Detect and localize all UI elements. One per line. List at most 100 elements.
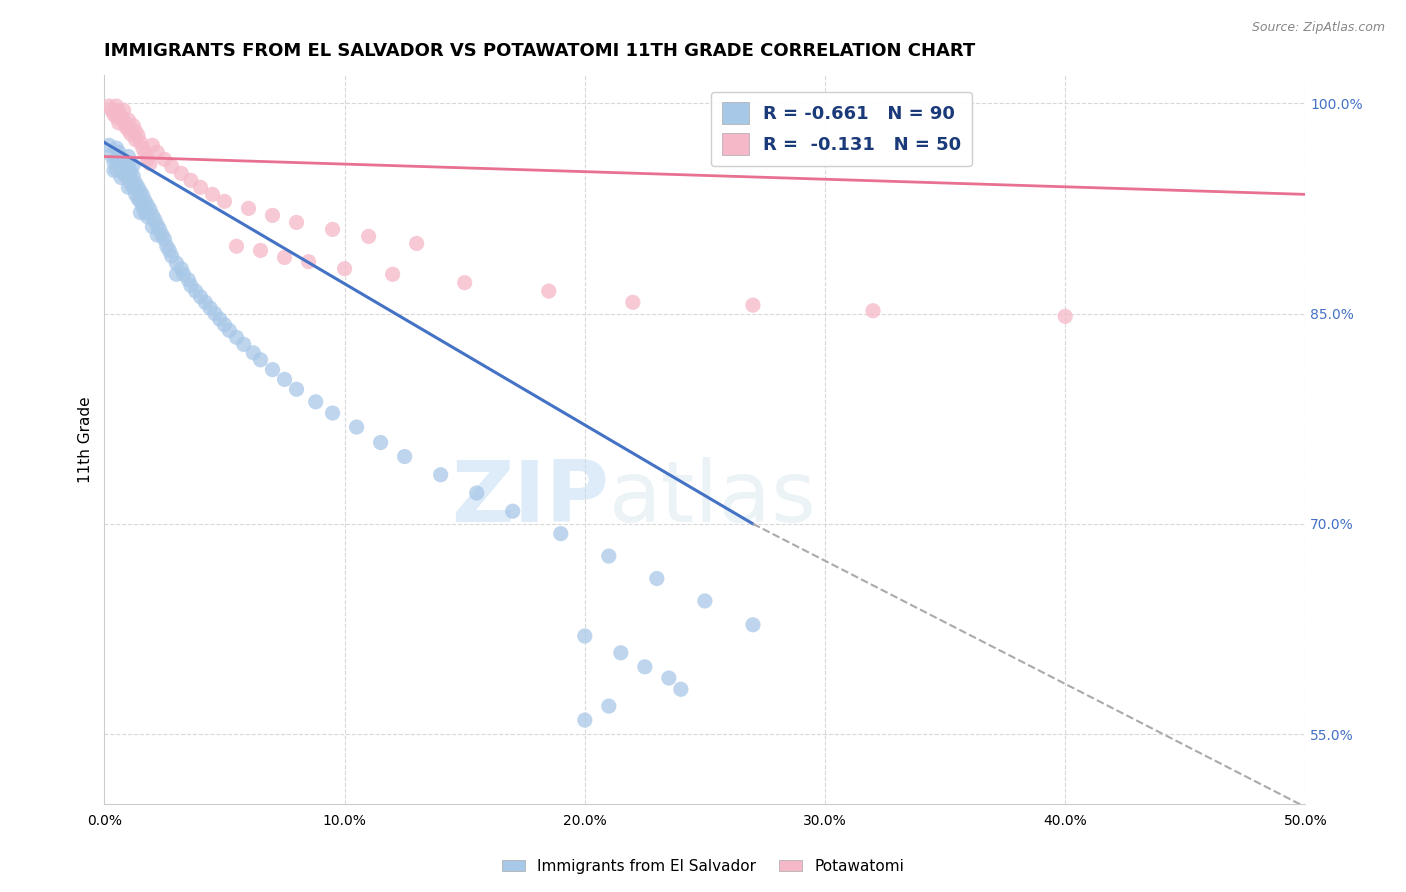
Point <box>225 330 247 344</box>
Point <box>146 145 169 160</box>
Point <box>370 435 392 450</box>
Point <box>429 467 451 482</box>
Point <box>204 306 226 320</box>
Point <box>502 504 524 518</box>
Point <box>297 254 319 268</box>
Point <box>110 151 132 165</box>
Point <box>693 594 716 608</box>
Point <box>165 256 187 270</box>
Point <box>122 119 145 133</box>
Point <box>122 180 145 194</box>
Point <box>190 180 212 194</box>
Point <box>120 127 142 141</box>
Point <box>124 187 146 202</box>
Point <box>110 170 132 185</box>
Point <box>132 141 155 155</box>
Text: Source: ZipAtlas.com: Source: ZipAtlas.com <box>1251 21 1385 34</box>
Point <box>214 194 236 209</box>
Point <box>249 352 271 367</box>
Point <box>127 192 149 206</box>
Point <box>742 617 765 632</box>
Point <box>160 159 183 173</box>
Point <box>170 166 193 180</box>
Point <box>149 222 172 236</box>
Point <box>134 146 156 161</box>
Point <box>550 526 572 541</box>
Point <box>129 194 152 209</box>
Point <box>157 244 180 258</box>
Point <box>124 133 146 147</box>
Point <box>120 165 142 179</box>
Point <box>214 318 236 332</box>
Point <box>262 362 284 376</box>
Point <box>105 110 128 124</box>
Point <box>132 200 155 214</box>
Point <box>141 208 163 222</box>
Text: IMMIGRANTS FROM EL SALVADOR VS POTAWATOMI 11TH GRADE CORRELATION CHART: IMMIGRANTS FROM EL SALVADOR VS POTAWATOM… <box>104 42 976 60</box>
Point <box>105 99 128 113</box>
Point <box>107 156 129 170</box>
Point <box>141 138 163 153</box>
Point <box>454 276 477 290</box>
Point <box>115 120 138 134</box>
Point <box>103 107 125 121</box>
Point <box>201 187 224 202</box>
Point <box>110 161 132 175</box>
Point <box>146 218 169 232</box>
Point <box>112 103 135 118</box>
Point <box>357 229 380 244</box>
Point <box>120 176 142 190</box>
Point <box>110 110 132 124</box>
Point <box>273 251 295 265</box>
Point <box>394 450 416 464</box>
Point <box>105 162 128 177</box>
Point <box>107 145 129 160</box>
Point <box>129 185 152 199</box>
Point <box>537 284 560 298</box>
Point <box>598 549 620 563</box>
Point <box>107 104 129 119</box>
Point <box>139 156 162 170</box>
Point <box>141 219 163 234</box>
Point <box>117 113 139 128</box>
Point <box>285 215 308 229</box>
Y-axis label: 11th Grade: 11th Grade <box>79 396 93 483</box>
Point <box>153 232 176 246</box>
Point <box>107 116 129 130</box>
Point <box>117 180 139 194</box>
Point <box>124 176 146 190</box>
Point <box>105 153 128 167</box>
Point <box>98 99 121 113</box>
Point <box>117 159 139 173</box>
Point <box>103 155 125 169</box>
Point <box>658 671 681 685</box>
Point <box>122 169 145 183</box>
Point <box>134 194 156 209</box>
Point <box>574 629 596 643</box>
Point <box>218 323 240 337</box>
Point <box>143 212 166 227</box>
Point <box>103 163 125 178</box>
Point <box>136 153 159 167</box>
Point <box>621 295 644 310</box>
Point <box>173 267 195 281</box>
Point <box>160 249 183 263</box>
Point <box>381 267 404 281</box>
Point <box>180 173 202 187</box>
Point <box>405 236 427 251</box>
Point <box>742 298 765 312</box>
Point <box>634 660 657 674</box>
Point <box>170 261 193 276</box>
Text: atlas: atlas <box>609 457 817 540</box>
Point <box>150 227 173 242</box>
Point <box>238 202 260 216</box>
Point <box>198 301 221 315</box>
Point <box>194 295 217 310</box>
Point <box>184 284 207 298</box>
Point <box>124 124 146 138</box>
Point <box>242 346 264 360</box>
Point <box>225 239 247 253</box>
Point <box>115 169 138 183</box>
Text: ZIP: ZIP <box>451 457 609 540</box>
Point <box>333 261 356 276</box>
